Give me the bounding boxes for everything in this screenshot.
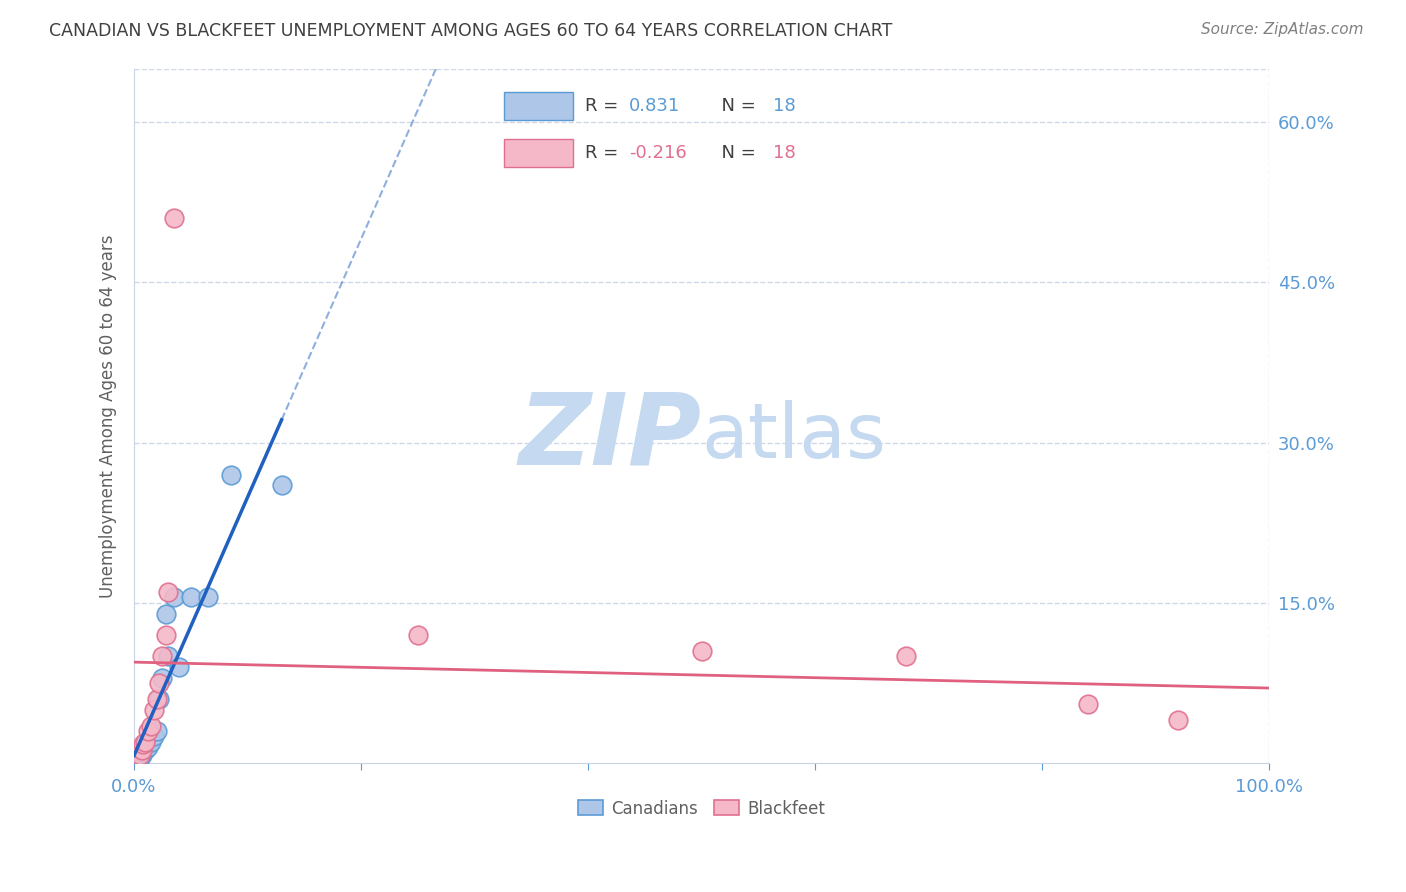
Point bbox=[148, 692, 170, 706]
Point bbox=[152, 671, 174, 685]
Point bbox=[197, 591, 219, 605]
Point bbox=[894, 649, 917, 664]
Point bbox=[136, 740, 159, 755]
Y-axis label: Unemployment Among Ages 60 to 64 years: Unemployment Among Ages 60 to 64 years bbox=[100, 234, 117, 598]
Point bbox=[132, 746, 155, 760]
Legend: Canadians, Blackfeet: Canadians, Blackfeet bbox=[571, 793, 832, 824]
Point bbox=[128, 751, 150, 765]
Point bbox=[134, 735, 156, 749]
Point bbox=[219, 467, 242, 482]
Point bbox=[152, 649, 174, 664]
Point bbox=[157, 585, 180, 599]
Point bbox=[139, 719, 162, 733]
Point bbox=[180, 591, 202, 605]
Point bbox=[143, 730, 166, 744]
Point bbox=[155, 607, 177, 621]
Point bbox=[690, 644, 713, 658]
Point bbox=[406, 628, 429, 642]
Text: ZIP: ZIP bbox=[519, 388, 702, 485]
Text: CANADIAN VS BLACKFEET UNEMPLOYMENT AMONG AGES 60 TO 64 YEARS CORRELATION CHART: CANADIAN VS BLACKFEET UNEMPLOYMENT AMONG… bbox=[49, 22, 893, 40]
Point bbox=[163, 211, 186, 226]
Point bbox=[145, 692, 167, 706]
Point bbox=[1077, 698, 1099, 712]
Point bbox=[169, 660, 191, 674]
Point bbox=[145, 724, 167, 739]
Point bbox=[132, 737, 155, 751]
Point bbox=[157, 649, 180, 664]
Text: Source: ZipAtlas.com: Source: ZipAtlas.com bbox=[1201, 22, 1364, 37]
Point bbox=[128, 747, 150, 762]
Point bbox=[131, 747, 153, 762]
Point bbox=[134, 743, 156, 757]
Point bbox=[143, 703, 166, 717]
Point bbox=[163, 591, 186, 605]
Point bbox=[148, 676, 170, 690]
Point bbox=[131, 743, 153, 757]
Point bbox=[1167, 714, 1189, 728]
Point bbox=[270, 478, 292, 492]
Point bbox=[139, 735, 162, 749]
Text: atlas: atlas bbox=[702, 400, 887, 474]
Point bbox=[155, 628, 177, 642]
Point bbox=[136, 724, 159, 739]
